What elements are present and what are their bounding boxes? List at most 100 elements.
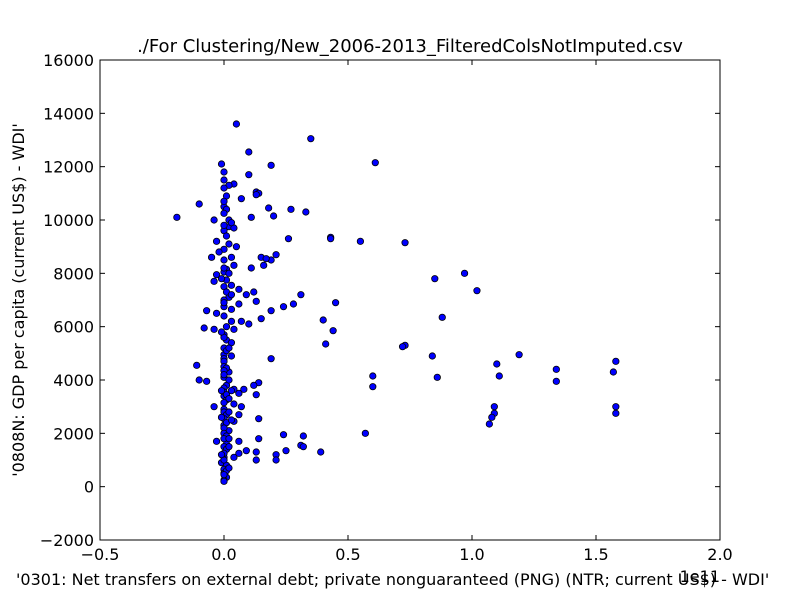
scatter-point bbox=[220, 264, 228, 272]
scatter-point bbox=[193, 361, 201, 369]
scatter-point bbox=[250, 288, 258, 296]
scatter-point bbox=[217, 275, 226, 283]
scatter-point bbox=[356, 237, 364, 245]
x-tick-label: 2.0 bbox=[707, 545, 732, 564]
scatter-point bbox=[173, 213, 181, 221]
y-tick-label: 12000 bbox=[43, 158, 94, 177]
scatter-point bbox=[272, 251, 280, 259]
scatter-point bbox=[217, 160, 226, 168]
scatter-point bbox=[279, 431, 288, 439]
scatter-point bbox=[299, 432, 307, 440]
y-tick-label: 16000 bbox=[43, 51, 94, 70]
scatter-point bbox=[217, 451, 226, 459]
scatter-point bbox=[495, 372, 503, 380]
scatter-point bbox=[265, 204, 273, 212]
x-tick-label: 0.5 bbox=[335, 545, 360, 564]
scatter-point bbox=[227, 416, 236, 424]
scatter-point bbox=[267, 161, 275, 169]
scatter-point bbox=[235, 437, 243, 445]
scatter-point bbox=[433, 373, 441, 381]
scatter-point bbox=[215, 248, 223, 256]
scatter-point bbox=[225, 443, 233, 451]
scatter-point bbox=[252, 391, 260, 399]
scatter-point bbox=[225, 269, 233, 277]
scatter-point bbox=[369, 372, 377, 380]
scatter-point bbox=[612, 357, 620, 365]
scatter-point bbox=[262, 255, 270, 263]
x-tick-label: 0.0 bbox=[211, 545, 236, 564]
scatter-point bbox=[203, 307, 211, 315]
scatter-point bbox=[552, 377, 560, 385]
scatter-point bbox=[230, 325, 238, 333]
scatter-point bbox=[317, 448, 325, 456]
scatter-point bbox=[227, 352, 236, 360]
scatter-point bbox=[322, 340, 330, 348]
scatter-point bbox=[255, 435, 263, 443]
scatter-point bbox=[220, 197, 228, 205]
scatter-point bbox=[398, 343, 407, 351]
scatter-point bbox=[493, 360, 501, 368]
scatter-point bbox=[245, 320, 253, 328]
scatter-point bbox=[612, 403, 620, 411]
scatter-point bbox=[227, 253, 236, 261]
scatter-point bbox=[297, 291, 305, 299]
y-tick-label: 14000 bbox=[43, 104, 94, 123]
x-tick-label: 1.0 bbox=[459, 545, 484, 564]
scatter-point bbox=[369, 383, 377, 391]
scatter-point bbox=[235, 389, 243, 397]
scatter-point bbox=[217, 413, 226, 421]
scatter-point bbox=[220, 256, 228, 264]
scatter-point bbox=[612, 409, 620, 417]
scatter-point bbox=[195, 200, 203, 208]
ticks-layer: −0.5 0.0 0.5 1.0 1.5 2.0 −2000 0 2000 4000 6000 800… bbox=[40, 51, 733, 564]
scatter-point bbox=[247, 213, 255, 221]
scatter-point bbox=[319, 316, 327, 324]
scatter-point bbox=[227, 291, 236, 299]
scatter-point bbox=[212, 437, 221, 445]
scatter-point bbox=[232, 120, 240, 128]
chart-title: ./For Clustering/New_2006-2013_FilteredC… bbox=[137, 36, 683, 57]
scatter-point bbox=[438, 313, 446, 321]
scatter-point bbox=[220, 477, 228, 485]
scatter-point bbox=[217, 328, 226, 336]
axes-frame bbox=[99, 59, 721, 541]
scatter-point bbox=[331, 299, 340, 307]
scatter-point bbox=[299, 443, 307, 451]
scatter-point bbox=[552, 365, 560, 373]
scatter-point bbox=[279, 303, 288, 311]
scatter-point bbox=[227, 219, 236, 227]
scatter-point bbox=[220, 399, 228, 407]
scatter-point bbox=[195, 376, 203, 384]
scatter-point bbox=[245, 171, 253, 179]
scatter-point bbox=[269, 212, 278, 220]
y-tick-label: 0 bbox=[84, 478, 94, 497]
scatter-point bbox=[225, 376, 233, 384]
scatter-point bbox=[485, 420, 493, 428]
scatter-point bbox=[227, 281, 236, 289]
scatter-point bbox=[220, 221, 228, 229]
scatter-point bbox=[240, 385, 248, 393]
scatter-point bbox=[460, 269, 469, 277]
scatter-point bbox=[307, 135, 315, 143]
scatter-point bbox=[212, 309, 221, 317]
scatter-point bbox=[225, 240, 233, 248]
scatter-point bbox=[237, 195, 245, 203]
scatter-point bbox=[208, 253, 216, 261]
scatter-point bbox=[515, 351, 523, 359]
scatter-point bbox=[255, 415, 263, 423]
scatter-point bbox=[227, 317, 236, 325]
scatter-point bbox=[235, 411, 243, 419]
scatter-point bbox=[289, 300, 298, 308]
scatter-point bbox=[225, 344, 233, 352]
y-tick-label: −2000 bbox=[40, 531, 94, 550]
scatter-point bbox=[284, 235, 293, 243]
scatter-point bbox=[217, 387, 226, 395]
scatter-point bbox=[220, 312, 228, 320]
scatter-point bbox=[272, 456, 280, 464]
scatter-point bbox=[220, 176, 228, 184]
scatter-point bbox=[230, 261, 238, 269]
scatter-point bbox=[210, 277, 218, 285]
scatter-point bbox=[230, 400, 238, 408]
scatter-point bbox=[250, 381, 258, 389]
